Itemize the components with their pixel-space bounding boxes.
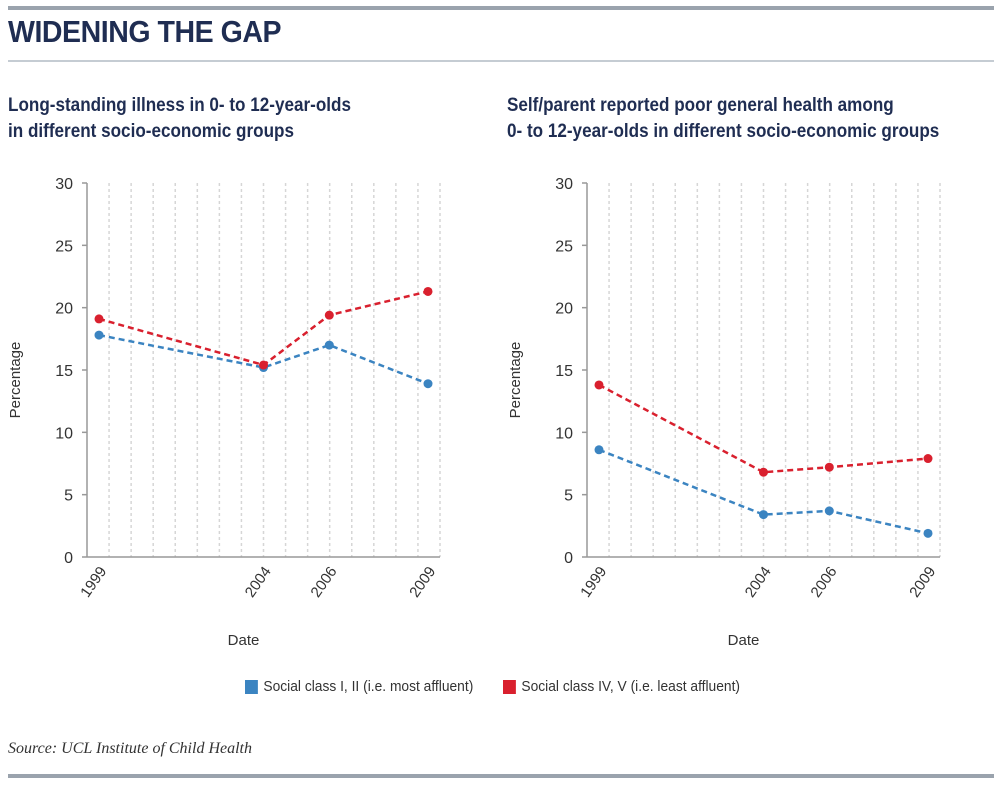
legend-label-affluent: Social class I, II (i.e. most affluent) — [263, 678, 474, 695]
x-axis-title: Date — [228, 632, 260, 649]
data-point-0 — [423, 379, 433, 389]
chart2-subtitle: Self/parent reported poor general health… — [507, 93, 939, 145]
series-line-1 — [98, 290, 429, 367]
y-tick-label: 15 — [555, 363, 573, 380]
top-rule — [8, 6, 994, 10]
x-tick-label: 2009 — [906, 564, 939, 601]
series-line-1 — [598, 383, 929, 474]
series-line-0 — [98, 333, 429, 385]
headline: WIDENING THE GAP — [8, 14, 282, 49]
x-tick-label: 2009 — [406, 564, 439, 601]
y-tick-label: 5 — [564, 488, 573, 505]
data-point-0 — [94, 330, 104, 340]
x-axis-title: Date — [728, 632, 760, 649]
chart1-subtitle-line2: in different socio-economic groups — [8, 121, 294, 142]
y-tick-label: 5 — [64, 488, 73, 505]
data-point-1 — [594, 380, 604, 390]
chart-poor-health: 0 5 10 15 20 25 30 1999 2004 2006 2009 Date Percenta… — [507, 176, 941, 649]
x-tick-label: 2006 — [308, 564, 341, 601]
chart2-subtitle-line2: 0- to 12-year-olds in different socio-ec… — [507, 121, 940, 142]
y-tick-label: 30 — [55, 176, 73, 193]
bottom-rule — [8, 774, 994, 778]
legend: Social class I, II (i.e. most affluent) … — [245, 678, 771, 695]
data-point-0 — [324, 340, 334, 350]
y-tick-label: 25 — [55, 238, 73, 255]
y-tick-label: 0 — [564, 550, 573, 567]
series-line-0 — [598, 448, 929, 535]
x-tick-label: 1999 — [77, 564, 110, 601]
y-tick-label: 20 — [55, 301, 73, 318]
data-point-0 — [824, 506, 834, 516]
legend-swatch-least-affluent — [503, 679, 517, 694]
x-tick-label: 1999 — [577, 564, 610, 601]
y-tick-label: 20 — [555, 301, 573, 318]
data-point-1 — [259, 360, 268, 370]
data-point-1 — [824, 462, 834, 472]
chart-illness: 0 5 10 15 20 25 30 1999 2004 2006 2009 Date Percenta… — [7, 176, 441, 649]
x-tick-label: 2004 — [742, 564, 775, 601]
legend-item-affluent: Social class I, II (i.e. most affluent) — [245, 678, 473, 695]
data-point-0 — [594, 445, 604, 455]
headline-rule — [8, 60, 994, 62]
chart2-subtitle-line1: Self/parent reported poor general health… — [507, 95, 894, 116]
legend-item-least-affluent: Social class IV, V (i.e. least affluent) — [503, 678, 740, 695]
data-point-1 — [759, 467, 768, 477]
legend-swatch-affluent — [245, 679, 258, 694]
y-tick-label: 0 — [64, 550, 73, 567]
x-tick-label: 2004 — [242, 564, 275, 601]
y-axis-title: Percentage — [507, 342, 524, 419]
data-point-1 — [423, 286, 433, 296]
source-note: Source: UCL Institute of Child Health — [8, 740, 252, 757]
y-tick-label: 10 — [555, 425, 573, 442]
y-tick-label: 15 — [55, 363, 73, 380]
x-tick-label: 2006 — [808, 564, 841, 601]
y-tick-label: 30 — [555, 176, 573, 193]
data-point-1 — [324, 310, 334, 320]
y-tick-label: 25 — [555, 238, 573, 255]
data-point-0 — [759, 510, 768, 520]
data-point-1 — [923, 454, 933, 464]
y-tick-label: 10 — [55, 425, 73, 442]
chart1-subtitle-line1: Long-standing illness in 0- to 12-year-o… — [8, 95, 351, 116]
chart1-subtitle: Long-standing illness in 0- to 12-year-o… — [8, 93, 351, 145]
data-point-0 — [923, 528, 933, 538]
legend-label-least-affluent: Social class IV, V (i.e. least affluent) — [521, 678, 741, 695]
data-point-1 — [94, 314, 104, 324]
y-axis-title: Percentage — [7, 342, 24, 419]
